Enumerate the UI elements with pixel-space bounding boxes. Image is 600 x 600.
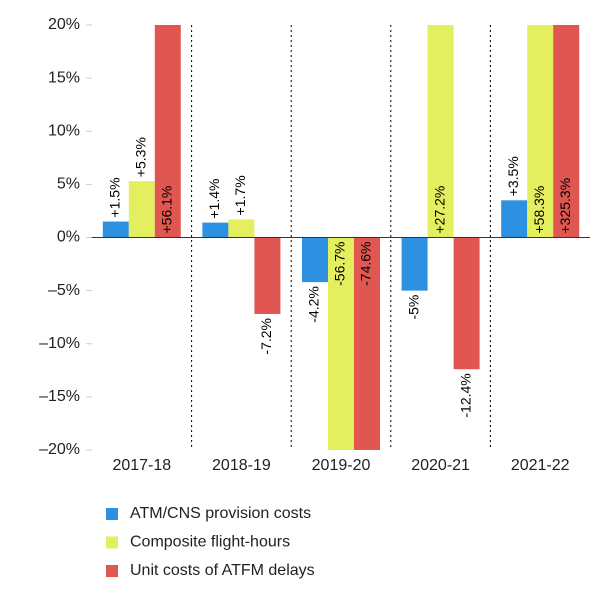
y-tick-label: 10% <box>48 122 80 139</box>
bar <box>501 200 528 238</box>
y-tick-label: 15% <box>48 69 80 86</box>
y-tick-label: –10% <box>39 335 80 352</box>
value-label: +5.3% <box>133 137 149 177</box>
bar <box>328 237 354 450</box>
value-label: +3.5% <box>505 156 521 196</box>
x-tick-label: 2020-21 <box>411 457 470 474</box>
bar <box>228 219 255 238</box>
bar <box>427 25 454 238</box>
y-tick-label: –20% <box>39 441 80 458</box>
value-label: +56.1% <box>159 186 175 234</box>
y-tick-label: –5% <box>48 282 80 299</box>
y-tick-label: –15% <box>39 388 80 405</box>
value-label: -7.2% <box>258 318 274 355</box>
legend-swatch <box>106 508 118 520</box>
bar <box>453 237 480 370</box>
bar <box>202 222 229 238</box>
legend-label: Composite flight-hours <box>130 534 290 551</box>
x-tick-label: 2021-22 <box>511 457 570 474</box>
bar <box>354 237 380 450</box>
bar <box>154 25 181 238</box>
x-tick-label: 2018-19 <box>212 457 271 474</box>
value-label: +325.3% <box>557 178 573 234</box>
value-label: +27.2% <box>431 186 447 234</box>
bar <box>527 25 554 238</box>
y-tick-label: 0% <box>57 229 80 246</box>
value-label: +58.3% <box>531 186 547 234</box>
x-tick-label: 2017-18 <box>112 457 171 474</box>
value-label: +1.4% <box>206 179 222 219</box>
bar <box>102 221 129 238</box>
y-tick-label: 20% <box>48 16 80 33</box>
legend-label: ATM/CNS provision costs <box>130 505 311 522</box>
value-label: -12.4% <box>457 373 473 417</box>
value-label: +1.5% <box>107 177 123 217</box>
plot-area <box>102 25 580 450</box>
bar <box>553 25 580 238</box>
bar <box>128 181 155 238</box>
value-label: -4.2% <box>306 286 322 323</box>
legend-label: Unit costs of ATFM delays <box>130 562 315 579</box>
legend-swatch <box>106 536 118 549</box>
bar <box>254 237 281 314</box>
value-label: -56.7% <box>332 242 348 286</box>
bar <box>302 237 328 283</box>
legend-swatch <box>106 565 118 577</box>
bar <box>401 237 428 291</box>
x-tick-label: 2019-20 <box>312 457 371 474</box>
y-tick-label: 5% <box>57 176 80 193</box>
value-label: +1.7% <box>232 175 248 215</box>
value-label: -5% <box>405 295 421 320</box>
value-label: -74.6% <box>358 242 374 286</box>
